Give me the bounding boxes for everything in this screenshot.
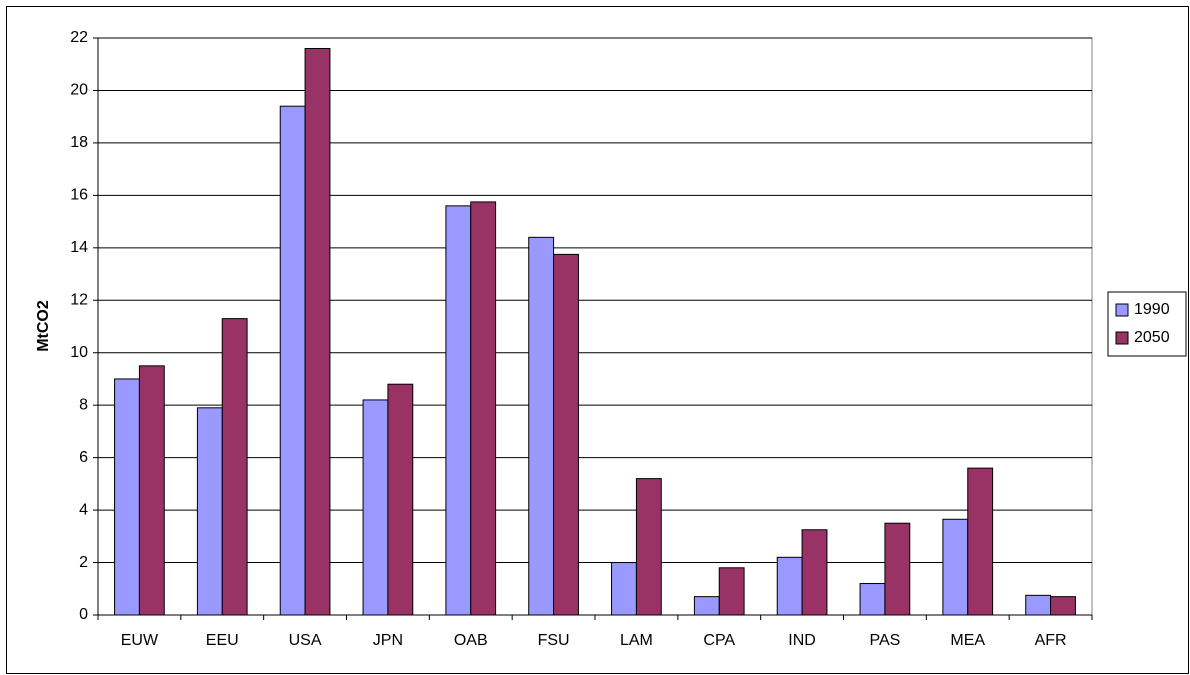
y-tick-label: 4 xyxy=(79,501,88,518)
bar xyxy=(445,205,472,616)
bar xyxy=(801,529,828,616)
y-tick-label: 2 xyxy=(79,554,88,571)
legend-box xyxy=(1107,291,1187,357)
bar xyxy=(693,596,720,616)
y-tick-label: 6 xyxy=(79,449,88,466)
bar xyxy=(279,105,306,616)
bar xyxy=(859,583,886,616)
y-tick-label: 20 xyxy=(70,82,88,99)
x-tick-label: USA xyxy=(289,632,322,649)
bar xyxy=(776,556,803,616)
bar xyxy=(528,236,555,616)
y-tick-label: 18 xyxy=(70,134,88,151)
bar xyxy=(196,407,223,616)
y-tick-label: 22 xyxy=(70,29,88,46)
bar xyxy=(138,365,165,616)
x-tick-label: EEU xyxy=(206,632,239,649)
x-tick-label: JPN xyxy=(373,632,403,649)
bar xyxy=(1025,594,1052,616)
y-tick-label: 16 xyxy=(70,187,88,204)
bar xyxy=(884,522,911,616)
y-tick-label: 0 xyxy=(79,606,88,623)
x-tick-label: MEA xyxy=(950,632,985,649)
y-tick-label: 8 xyxy=(79,396,88,413)
y-tick-label: 12 xyxy=(70,291,88,308)
x-tick-label: FSU xyxy=(538,632,570,649)
x-tick-label: PAS xyxy=(870,632,901,649)
y-tick-label: 10 xyxy=(70,344,88,361)
bar xyxy=(718,567,745,616)
bar xyxy=(114,378,140,616)
bar xyxy=(304,47,331,616)
legend-label: 1990 xyxy=(1134,301,1170,318)
bar xyxy=(635,478,662,616)
x-tick-label: LAM xyxy=(620,632,653,649)
x-tick-label: IND xyxy=(788,632,816,649)
x-tick-label: AFR xyxy=(1035,632,1067,649)
bar xyxy=(967,467,994,616)
bar xyxy=(221,318,248,616)
legend-swatch xyxy=(1115,331,1129,345)
plot-area xyxy=(97,37,1093,616)
legend-swatch xyxy=(1115,303,1129,317)
bar xyxy=(470,201,497,616)
x-tick-label: EUW xyxy=(121,632,159,649)
y-axis-label: MtCO2 xyxy=(35,300,52,352)
x-tick-label: CPA xyxy=(703,632,735,649)
x-tick-label: OAB xyxy=(454,632,488,649)
bar xyxy=(1050,596,1076,616)
bar xyxy=(553,253,579,616)
y-tick-label: 14 xyxy=(70,239,88,256)
bar xyxy=(611,562,637,616)
bar xyxy=(942,518,969,616)
bar xyxy=(387,383,414,616)
bar xyxy=(362,399,389,616)
legend-label: 2050 xyxy=(1134,329,1170,346)
